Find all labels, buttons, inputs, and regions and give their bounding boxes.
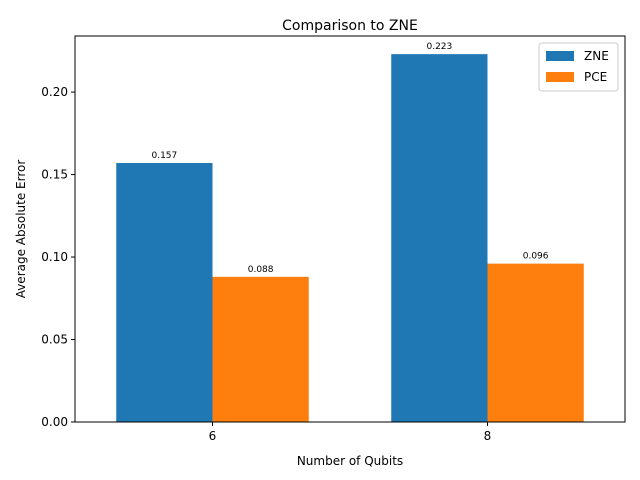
plot-frame	[74, 35, 626, 423]
x-tick-label: 8	[484, 429, 492, 443]
y-axis: 0.00 0.05 0.10 0.15 0.20	[41, 85, 75, 429]
bars-group	[116, 54, 584, 423]
value-labels-group: 0.157 0.223 0.088 0.096	[151, 42, 548, 275]
legend-label-zne: ZNE	[584, 49, 609, 63]
y-tick-label: 0.00	[41, 415, 68, 429]
y-tick-label: 0.15	[41, 168, 68, 182]
y-axis-label: Average Absolute Error	[14, 160, 28, 299]
x-axis-label: Number of Qubits	[297, 454, 403, 468]
legend-swatch-pce	[546, 72, 574, 82]
legend-label-pce: PCE	[584, 70, 607, 84]
bar-zne-6	[116, 163, 213, 422]
legend: ZNE PCE	[538, 42, 619, 92]
value-label-pce-6: 0.088	[248, 265, 274, 275]
legend-swatch-zne	[546, 51, 574, 61]
value-label-pce-8: 0.096	[523, 252, 549, 262]
bar-zne-8	[391, 54, 488, 423]
x-tick-label: 6	[209, 429, 217, 443]
bar-pce-8	[487, 263, 584, 422]
y-tick-label: 0.05	[41, 333, 68, 347]
value-label-zne-6: 0.157	[151, 151, 177, 161]
value-label-zne-8: 0.223	[426, 42, 452, 52]
y-tick-label: 0.20	[41, 85, 68, 99]
chart-title: Comparison to ZNE	[282, 18, 418, 34]
bar-pce-6	[212, 276, 309, 422]
y-tick-label: 0.10	[41, 250, 68, 264]
